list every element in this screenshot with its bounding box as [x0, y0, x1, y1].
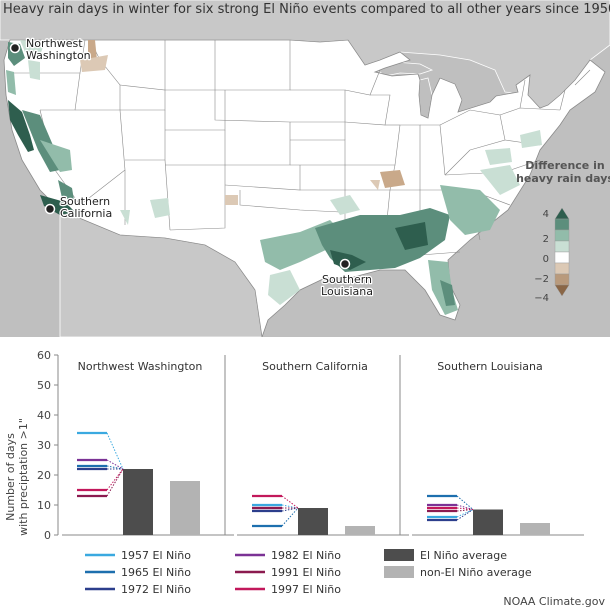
chart-legend: 1957 El Niño 1965 El Niño 1972 El Niño 1982…	[85, 549, 532, 596]
drier-shading	[80, 40, 405, 205]
legend-swatch	[554, 284, 570, 297]
legend-item-1997: 1997 El Niño	[235, 583, 341, 596]
event-connector-1965	[456, 495, 474, 510]
location-marker-dot	[44, 203, 56, 215]
y-axis-label-line-2: with preciptation >1"	[17, 418, 30, 536]
charts-svg: Number of days with preciptation >1" 0 10…	[4, 349, 605, 608]
event-connector-1997	[281, 495, 299, 509]
legend-tick-2: 2	[543, 234, 549, 245]
bar-non-el-nino-average	[170, 481, 200, 535]
legend-box-swatch	[384, 566, 414, 578]
event-connector-1957	[106, 432, 124, 470]
legend-title-line-1: Difference in	[525, 159, 604, 172]
legend-item-non-el-nino-average: non-El Niño average	[384, 566, 532, 579]
bar-charts-panel: Number of days with preciptation >1" 0 10…	[0, 337, 610, 610]
location-label-line: Southern	[60, 195, 110, 208]
legend-label: 1972 El Niño	[121, 583, 191, 596]
y-axis-label-line-1: Number of days	[4, 433, 17, 521]
y-tick-label: 30	[37, 439, 51, 452]
event-connector-1997	[456, 507, 474, 510]
location-marker-dot	[339, 258, 351, 270]
legend-label: 1957 El Niño	[121, 549, 191, 562]
legend-item-el-nino-average: El Niño average	[384, 549, 507, 562]
bar-el-nino-average	[298, 508, 328, 535]
legend-swatch	[554, 251, 570, 264]
event-connector-1965	[281, 507, 299, 527]
legend-tick-neg4: −4	[534, 293, 549, 304]
legend-label: 1997 El Niño	[271, 583, 341, 596]
page-title: Heavy rain days in winter for six strong…	[3, 2, 610, 17]
location-markers: NorthwestWashingtonSouthernCaliforniaSou…	[9, 36, 374, 299]
y-tick-label: 50	[37, 379, 51, 392]
us-landmass	[3, 39, 606, 337]
y-axis: 0 10 20 30 40 50 60	[37, 349, 59, 542]
location-marker-dot	[9, 42, 21, 54]
legend-swatch	[554, 240, 570, 253]
location-label-line: Washington	[26, 49, 91, 62]
legend-swatch	[554, 229, 570, 242]
panel-title: Northwest Washington	[78, 360, 203, 373]
location-label-line: Louisiana	[321, 285, 373, 298]
legend-tick-4: 4	[543, 209, 549, 220]
precipitation-map: Northwest Washington Southern California Sou…	[0, 0, 610, 337]
map-legend: Difference in heavy rain days 4 2 0 −2 −…	[516, 159, 610, 304]
panel-northwest-washington: Northwest Washington	[62, 360, 234, 536]
legend-swatch	[554, 207, 570, 220]
event-connector-1982	[456, 504, 474, 510]
panel-title: Southern California	[262, 360, 368, 373]
legend-box-swatch	[384, 549, 414, 561]
event-connector-1997	[106, 468, 124, 491]
location-label-line: Northwest	[26, 37, 83, 50]
legend-item-1982: 1982 El Niño	[235, 549, 341, 562]
panel-title: Southern Louisiana	[437, 360, 542, 373]
legend-swatch	[554, 262, 570, 275]
legend-label: non-El Niño average	[420, 566, 532, 579]
y-tick-label: 0	[44, 529, 51, 542]
event-connector-1957	[456, 509, 474, 518]
legend-label: El Niño average	[420, 549, 507, 562]
legend-item-1991: 1991 El Niño	[235, 566, 341, 579]
panel-southern-california: Southern California	[224, 355, 409, 536]
legend-label: 1991 El Niño	[271, 566, 341, 579]
legend-tick-0: 0	[543, 254, 549, 265]
legend-item-1965: 1965 El Niño	[85, 566, 191, 579]
legend-tick-neg2: −2	[534, 274, 549, 285]
bar-non-el-nino-average	[345, 526, 375, 535]
event-connector-1972	[281, 507, 299, 512]
bar-non-el-nino-average	[520, 523, 550, 535]
y-tick-label: 10	[37, 499, 51, 512]
legend-item-1957: 1957 El Niño	[85, 549, 191, 562]
legend-swatch	[554, 218, 570, 231]
legend-title-line-2: heavy rain days	[516, 172, 610, 185]
legend-label: 1982 El Niño	[271, 549, 341, 562]
credit-text: NOAA Climate.gov	[503, 595, 605, 608]
event-connector-1957	[281, 504, 299, 509]
location-label-line: California	[60, 207, 112, 220]
bar-el-nino-average	[473, 509, 503, 535]
chart-marks: 0 10 20 30 40 50 60 Northwest Washington Souther…	[37, 349, 584, 542]
legend-label: 1965 El Niño	[121, 566, 191, 579]
bar-el-nino-average	[123, 469, 153, 535]
legend-swatch	[554, 273, 570, 286]
y-tick-label: 20	[37, 469, 51, 482]
location-label-line: Southern	[322, 273, 372, 286]
y-tick-label: 40	[37, 409, 51, 422]
y-tick-label: 60	[37, 349, 51, 362]
map-svg: NorthwestWashingtonSouthernCaliforniaSou…	[0, 0, 610, 337]
event-connector-1972	[456, 509, 474, 521]
legend-color-ramp	[554, 207, 570, 297]
event-connector-1982	[106, 459, 124, 470]
wetter-shading	[6, 40, 542, 315]
panel-southern-louisiana: Southern Louisiana	[399, 355, 584, 536]
event-connector-1991	[106, 468, 124, 497]
legend-item-1972: 1972 El Niño	[85, 583, 191, 596]
